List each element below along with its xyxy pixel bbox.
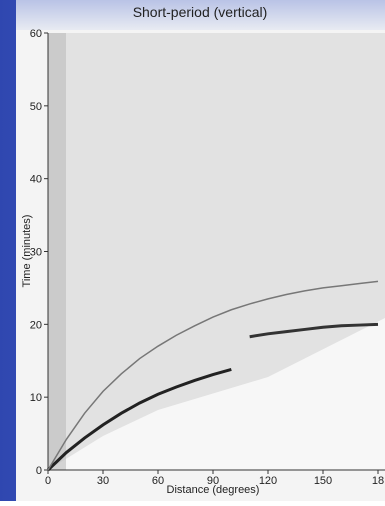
title-bar bbox=[16, 0, 385, 30]
travel-time-curve bbox=[47, 280, 379, 471]
y-tick-label: 40 bbox=[30, 174, 42, 186]
y-axis-label: Time (minutes) bbox=[21, 215, 33, 288]
y-tick-label: 60 bbox=[30, 28, 42, 40]
y-tick-label: 10 bbox=[30, 392, 42, 404]
pre-arrival-region bbox=[48, 318, 385, 470]
y-tick-label: 30 bbox=[30, 247, 42, 259]
y-tick-label: 20 bbox=[30, 319, 42, 331]
x-tick-label: 90 bbox=[207, 475, 219, 487]
x-tick-label: 18 bbox=[372, 475, 384, 487]
y-tick-label: 50 bbox=[30, 101, 42, 113]
x-tick-label: 150 bbox=[314, 475, 332, 487]
y-tick-label: 0 bbox=[36, 465, 42, 477]
near-source-noise bbox=[48, 33, 66, 470]
x-tick-label: 30 bbox=[97, 475, 109, 487]
x-axis-label: Distance (degrees) bbox=[167, 484, 260, 496]
x-tick-label: 0 bbox=[45, 475, 51, 487]
x-tick-label: 120 bbox=[259, 475, 277, 487]
x-tick-label: 60 bbox=[152, 475, 164, 487]
travel-time-curve bbox=[249, 322, 379, 339]
chart-title: Short-period (vertical) bbox=[133, 4, 268, 20]
travel-time-curve bbox=[46, 368, 232, 472]
